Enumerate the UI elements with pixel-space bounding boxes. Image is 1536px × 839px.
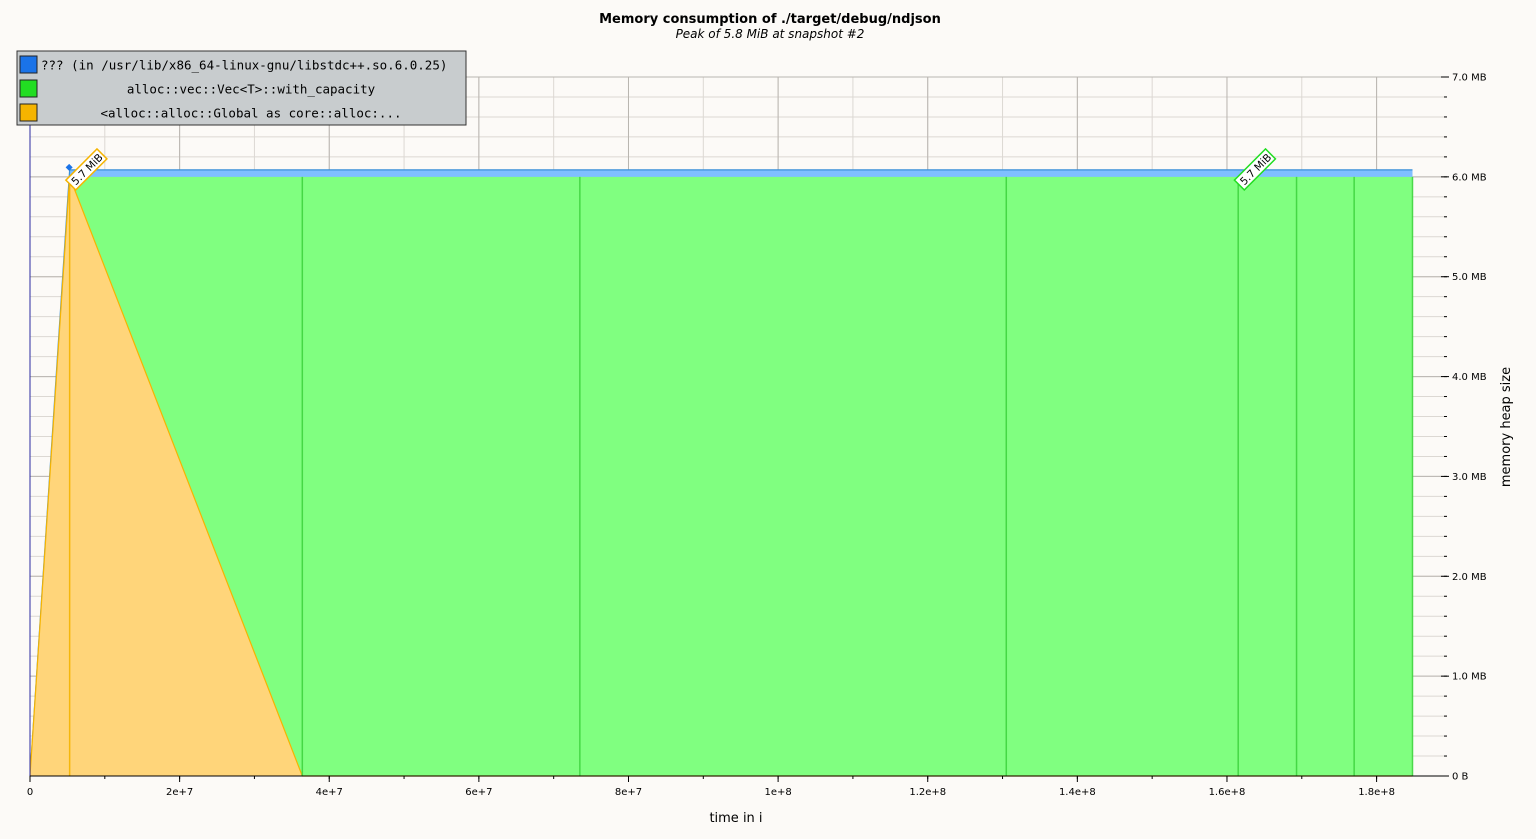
snapshot-lines: [65, 163, 1414, 776]
x-axis-label: time in i: [709, 811, 762, 826]
y-tick-label: 4.0 MB: [1452, 372, 1487, 383]
series-area-vec-with-capacity: [30, 176, 1413, 776]
y-tick-label: 1.0 MB: [1452, 672, 1487, 683]
series-area-global-alloc: [30, 176, 1413, 776]
peak-marker-libstdcpp: [65, 163, 73, 171]
y-tick-label: 0 B: [1452, 772, 1469, 783]
legend-entry: ??? (in /usr/lib/x86_64-linux-gnu/libstd…: [41, 58, 447, 73]
y-axis-label: memory heap size: [1499, 367, 1514, 487]
x-tick-label: 6e+7: [465, 787, 492, 798]
chart-subtitle: Peak of 5.8 MiB at snapshot #2: [676, 27, 865, 41]
legend-entry: alloc::vec::Vec<T>::with_capacity: [127, 82, 376, 97]
y-tick-label: 5.0 MB: [1452, 272, 1487, 283]
legend-swatch: [19, 55, 38, 74]
y-tick-label: 6.0 MB: [1452, 172, 1487, 183]
x-tick-label: 1e+8: [764, 787, 791, 798]
y-tick-label: 7.0 MB: [1452, 73, 1487, 84]
x-tick-label: 1.4e+8: [1059, 787, 1096, 798]
x-tick-label: 1.6e+8: [1209, 787, 1246, 798]
peak-label-box: [1233, 147, 1277, 192]
x-tick-label: 8e+7: [615, 787, 642, 798]
x-tick-label: 0: [27, 787, 33, 798]
legend: ??? (in /usr/lib/x86_64-linux-gnu/libstd…: [16, 50, 467, 126]
x-tick-label: 1.2e+8: [909, 787, 946, 798]
peak-label-box: [64, 147, 108, 192]
plot-area: [29, 169, 1413, 777]
axes: 0 B 1.0 MB 2.0 MB 3.0 MB 4.0 MB 5.0 MB 6.0 MB 7…: [27, 73, 1487, 799]
legend-entry: <alloc::alloc::Global as core::alloc:...: [100, 106, 401, 121]
x-tick-label: 4e+7: [316, 787, 343, 798]
legend-swatch: [19, 103, 38, 122]
legend-swatch: [19, 79, 38, 98]
chart-title: Memory consumption of ./target/debug/ndj…: [599, 12, 941, 27]
y-tick-label: 2.0 MB: [1452, 572, 1487, 583]
y-tick-label: 3.0 MB: [1452, 472, 1487, 483]
x-tick-label: 2e+7: [166, 787, 193, 798]
x-tick-label: 1.8e+8: [1358, 787, 1395, 798]
legend-box: [16, 50, 467, 126]
